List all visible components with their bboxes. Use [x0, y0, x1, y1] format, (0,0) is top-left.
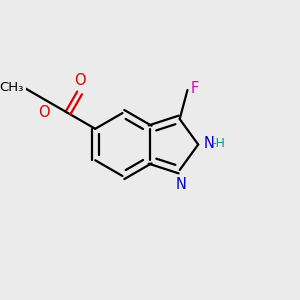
Text: -H: -H — [211, 137, 225, 150]
Text: N: N — [176, 177, 187, 192]
Text: N: N — [203, 136, 214, 151]
Text: F: F — [191, 81, 199, 96]
Text: O: O — [38, 105, 50, 120]
Text: CH₃: CH₃ — [0, 81, 23, 94]
Text: O: O — [74, 73, 85, 88]
